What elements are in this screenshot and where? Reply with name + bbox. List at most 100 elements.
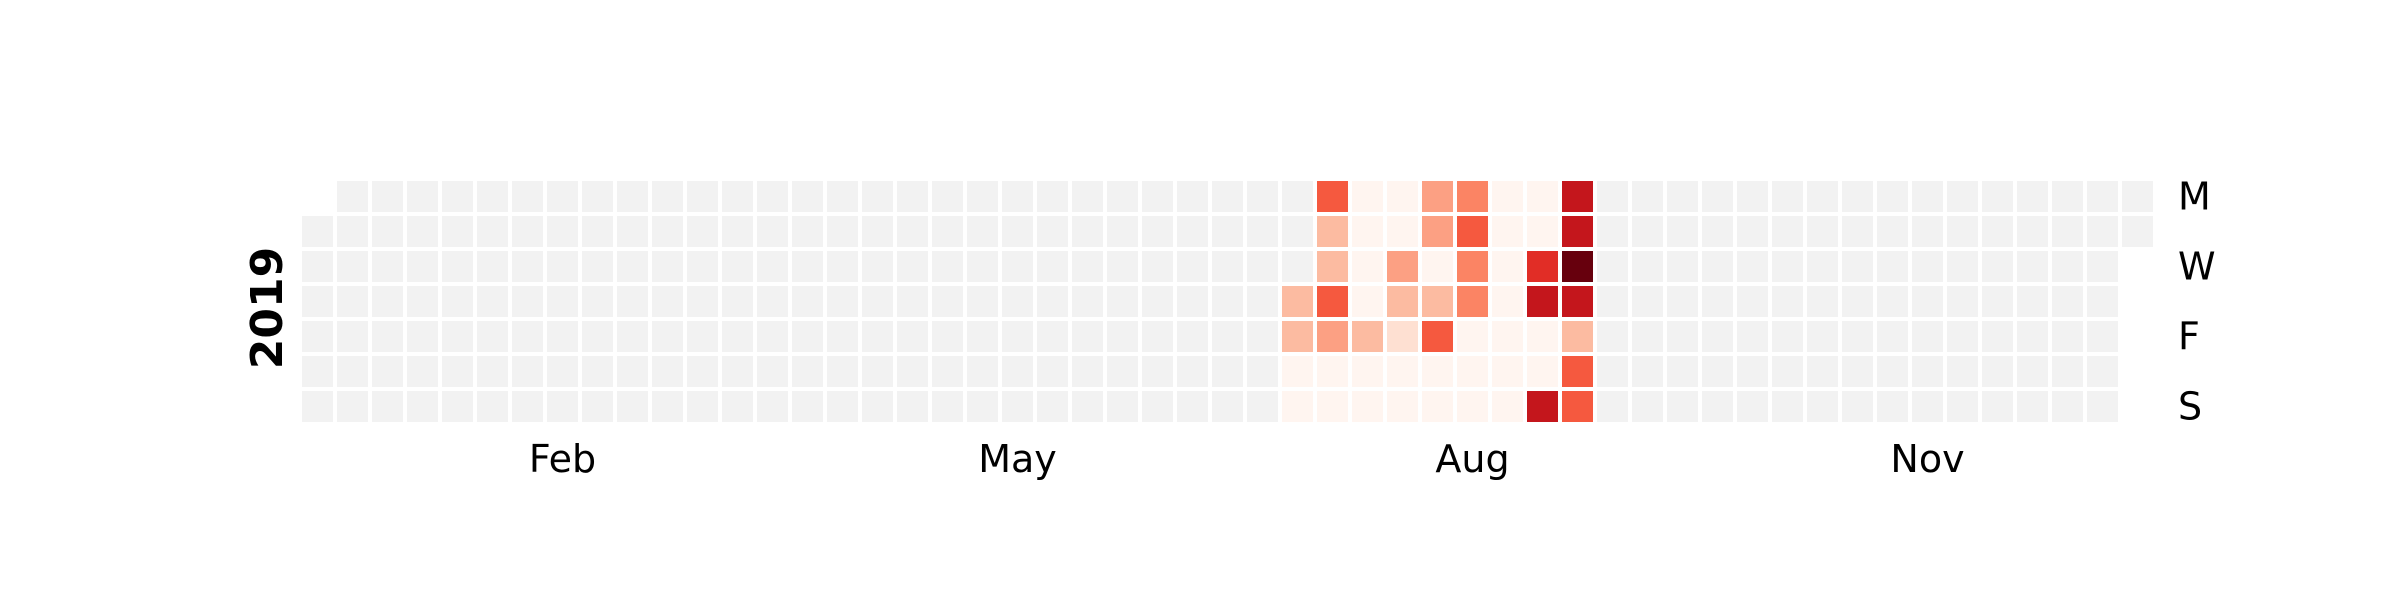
heatmap-cell <box>1667 251 1698 282</box>
heatmap-cell <box>1037 391 1068 422</box>
heatmap-cell <box>967 321 998 352</box>
heatmap-cell <box>1702 216 1733 247</box>
heatmap-cell <box>1317 356 1348 387</box>
heatmap-cell <box>1492 286 1523 317</box>
heatmap-cell <box>722 391 753 422</box>
heatmap-cell <box>337 321 368 352</box>
heatmap-cell <box>582 286 613 317</box>
heatmap-cell <box>1107 216 1138 247</box>
heatmap-cell <box>582 321 613 352</box>
heatmap-cell <box>757 391 788 422</box>
heatmap-cell <box>1422 321 1453 352</box>
heatmap-cell <box>2017 251 2048 282</box>
heatmap-cell <box>2017 286 2048 317</box>
heatmap-cell <box>477 286 508 317</box>
heatmap-cell <box>1387 356 1418 387</box>
heatmap-cell <box>1807 356 1838 387</box>
heatmap-cell <box>1912 356 1943 387</box>
heatmap-cell <box>1247 391 1278 422</box>
month-label: May <box>978 437 1057 481</box>
heatmap-cell <box>302 356 333 387</box>
heatmap-cell <box>1317 321 1348 352</box>
heatmap-cell <box>1912 216 1943 247</box>
heatmap-cell <box>1877 216 1908 247</box>
heatmap-cell <box>1527 321 1558 352</box>
heatmap-cell <box>1912 286 1943 317</box>
heatmap-cell <box>2017 321 2048 352</box>
heatmap-cell <box>1807 321 1838 352</box>
heatmap-cell <box>1597 181 1628 212</box>
heatmap-cell <box>302 286 333 317</box>
heatmap-cell <box>1247 216 1278 247</box>
weekday-label: S <box>2178 385 2202 429</box>
heatmap-cell <box>337 356 368 387</box>
heatmap-cell <box>827 181 858 212</box>
weekday-label: F <box>2178 315 2200 359</box>
heatmap-cell <box>1282 216 1313 247</box>
heatmap-cell <box>1947 216 1978 247</box>
heatmap-cell <box>512 181 543 212</box>
heatmap-cell <box>757 356 788 387</box>
heatmap-cell <box>1562 356 1593 387</box>
heatmap-cell <box>1422 356 1453 387</box>
weekday-label: W <box>2178 245 2216 289</box>
heatmap-cell <box>862 321 893 352</box>
heatmap-cell <box>617 286 648 317</box>
heatmap-cell <box>757 321 788 352</box>
heatmap-cell <box>477 321 508 352</box>
heatmap-cell <box>1387 251 1418 282</box>
heatmap-cell <box>1142 251 1173 282</box>
heatmap-cell <box>1072 216 1103 247</box>
heatmap-cell <box>1842 251 1873 282</box>
month-labels: Feb May Aug Nov <box>529 437 1965 481</box>
heatmap-cell <box>722 286 753 317</box>
heatmap-cell <box>1492 356 1523 387</box>
heatmap-cell <box>442 216 473 247</box>
heatmap-cell <box>1982 321 2013 352</box>
heatmap-cell <box>1142 216 1173 247</box>
heatmap-cell <box>1807 251 1838 282</box>
heatmap-cell <box>372 181 403 212</box>
heatmap-cell <box>862 251 893 282</box>
heatmap-cell <box>652 321 683 352</box>
heatmap-cell <box>547 286 578 317</box>
heatmap-cell <box>1772 181 1803 212</box>
heatmap-cell <box>1107 321 1138 352</box>
heatmap-cell <box>932 181 963 212</box>
heatmap-cell <box>1667 181 1698 212</box>
heatmap-cell <box>687 251 718 282</box>
heatmap-cell <box>1002 216 1033 247</box>
heatmap-cell <box>1772 391 1803 422</box>
heatmap-cell <box>2087 356 2118 387</box>
heatmap-cell <box>1912 181 1943 212</box>
heatmap-cell <box>792 391 823 422</box>
heatmap-cell <box>1597 286 1628 317</box>
heatmap-cell <box>1037 216 1068 247</box>
year-label: 2019 <box>242 247 293 369</box>
heatmap-cell <box>582 181 613 212</box>
heatmap-cell <box>897 181 928 212</box>
heatmap-cell <box>2052 321 2083 352</box>
heatmap-cell <box>512 251 543 282</box>
heatmap-cell <box>442 391 473 422</box>
heatmap-cell <box>1247 251 1278 282</box>
heatmap-cell <box>687 286 718 317</box>
heatmap-cell <box>1562 251 1593 282</box>
heatmap-cell <box>617 216 648 247</box>
heatmap-cell <box>792 286 823 317</box>
heatmap-cell <box>1842 356 1873 387</box>
heatmap-cell <box>1037 356 1068 387</box>
heatmap-cell <box>1457 391 1488 422</box>
heatmap-cell <box>1527 356 1558 387</box>
heatmap-cell <box>617 321 648 352</box>
heatmap-cell <box>1247 181 1278 212</box>
heatmap-cell <box>1037 251 1068 282</box>
heatmap-cell <box>512 391 543 422</box>
heatmap-cell <box>1947 286 1978 317</box>
heatmap-cell <box>1457 181 1488 212</box>
heatmap-cell <box>1737 181 1768 212</box>
heatmap-cell <box>1002 356 1033 387</box>
heatmap-cell <box>512 286 543 317</box>
heatmap-cell <box>1737 321 1768 352</box>
